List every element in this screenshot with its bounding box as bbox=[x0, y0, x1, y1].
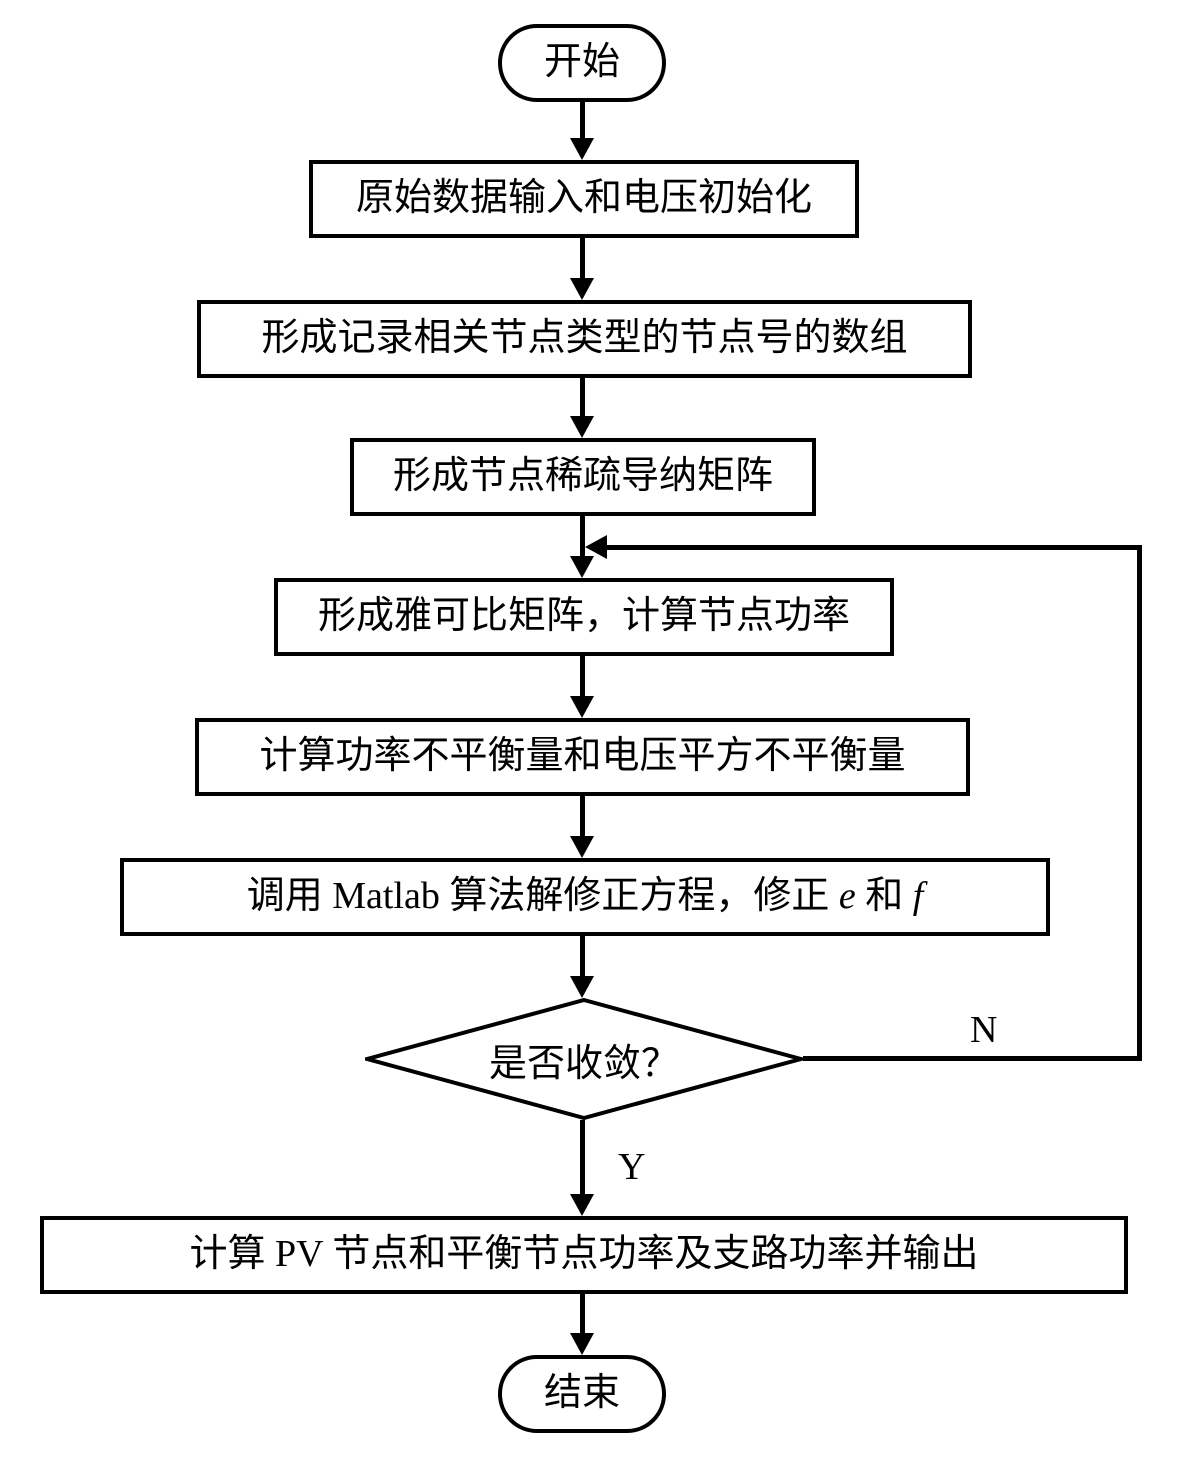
arrowhead-step7-end bbox=[570, 1333, 594, 1355]
yes-label: Y bbox=[618, 1145, 645, 1189]
arrow-decision-step7 bbox=[580, 1120, 585, 1196]
step7-label: 计算 PV 节点和平衡节点功率及支路功率并输出 bbox=[190, 1230, 979, 1279]
arrowhead-loopback bbox=[585, 535, 607, 559]
arrowhead-step3-step4 bbox=[570, 556, 594, 578]
step2-node: 形成记录相关节点类型的节点号的数组 bbox=[197, 300, 972, 378]
arrowhead-step6-decision bbox=[570, 976, 594, 998]
arrowhead-start-step1 bbox=[570, 138, 594, 160]
loopback-v bbox=[1137, 548, 1142, 1061]
arrow-step7-end bbox=[580, 1294, 585, 1334]
arrow-step1-step2 bbox=[580, 238, 585, 280]
arrow-step4-step5 bbox=[580, 656, 585, 698]
start-node: 开始 bbox=[498, 24, 666, 102]
step5-label: 计算功率不平衡量和电压平方不平衡量 bbox=[259, 732, 905, 781]
step7-node: 计算 PV 节点和平衡节点功率及支路功率并输出 bbox=[40, 1216, 1128, 1294]
step3-label: 形成节点稀疏导纳矩阵 bbox=[393, 452, 773, 501]
arrow-step5-step6 bbox=[580, 796, 585, 838]
decision-node: 是否收敛？ bbox=[365, 998, 803, 1120]
step6-node: 调用 Matlab 算法解修正方程，修正 e 和 f bbox=[120, 858, 1050, 936]
step4-node: 形成雅可比矩阵，计算节点功率 bbox=[274, 578, 894, 656]
step3-node: 形成节点稀疏导纳矩阵 bbox=[350, 438, 816, 516]
step5-node: 计算功率不平衡量和电压平方不平衡量 bbox=[195, 718, 970, 796]
end-node: 结束 bbox=[498, 1355, 666, 1433]
end-label: 结束 bbox=[544, 1369, 620, 1418]
step2-label: 形成记录相关节点类型的节点号的数组 bbox=[261, 314, 907, 363]
arrowhead-step2-step3 bbox=[570, 416, 594, 438]
no-label: N bbox=[970, 1008, 997, 1052]
arrowhead-step4-step5 bbox=[570, 696, 594, 718]
step4-label: 形成雅可比矩阵，计算节点功率 bbox=[318, 592, 850, 641]
arrowhead-step1-step2 bbox=[570, 278, 594, 300]
start-label: 开始 bbox=[544, 38, 620, 87]
decision-label-wrap: 是否收敛？ bbox=[365, 998, 803, 1120]
arrow-step6-decision bbox=[580, 936, 585, 978]
flowchart-container: 开始 原始数据输入和电压初始化 形成记录相关节点类型的节点号的数组 形成节点稀疏… bbox=[0, 0, 1187, 1467]
step1-node: 原始数据输入和电压初始化 bbox=[309, 160, 859, 238]
arrow-start-step1 bbox=[580, 102, 585, 140]
arrow-step2-step3 bbox=[580, 378, 585, 418]
decision-label: 是否收敛？ bbox=[489, 1032, 679, 1087]
step6-label: 调用 Matlab 算法解修正方程，修正 e 和 f bbox=[247, 872, 924, 921]
step1-label: 原始数据输入和电压初始化 bbox=[356, 174, 812, 223]
arrowhead-decision-step7 bbox=[570, 1194, 594, 1216]
arrowhead-step5-step6 bbox=[570, 836, 594, 858]
loopback-h1 bbox=[803, 1056, 1142, 1061]
loopback-h2 bbox=[605, 545, 1142, 550]
